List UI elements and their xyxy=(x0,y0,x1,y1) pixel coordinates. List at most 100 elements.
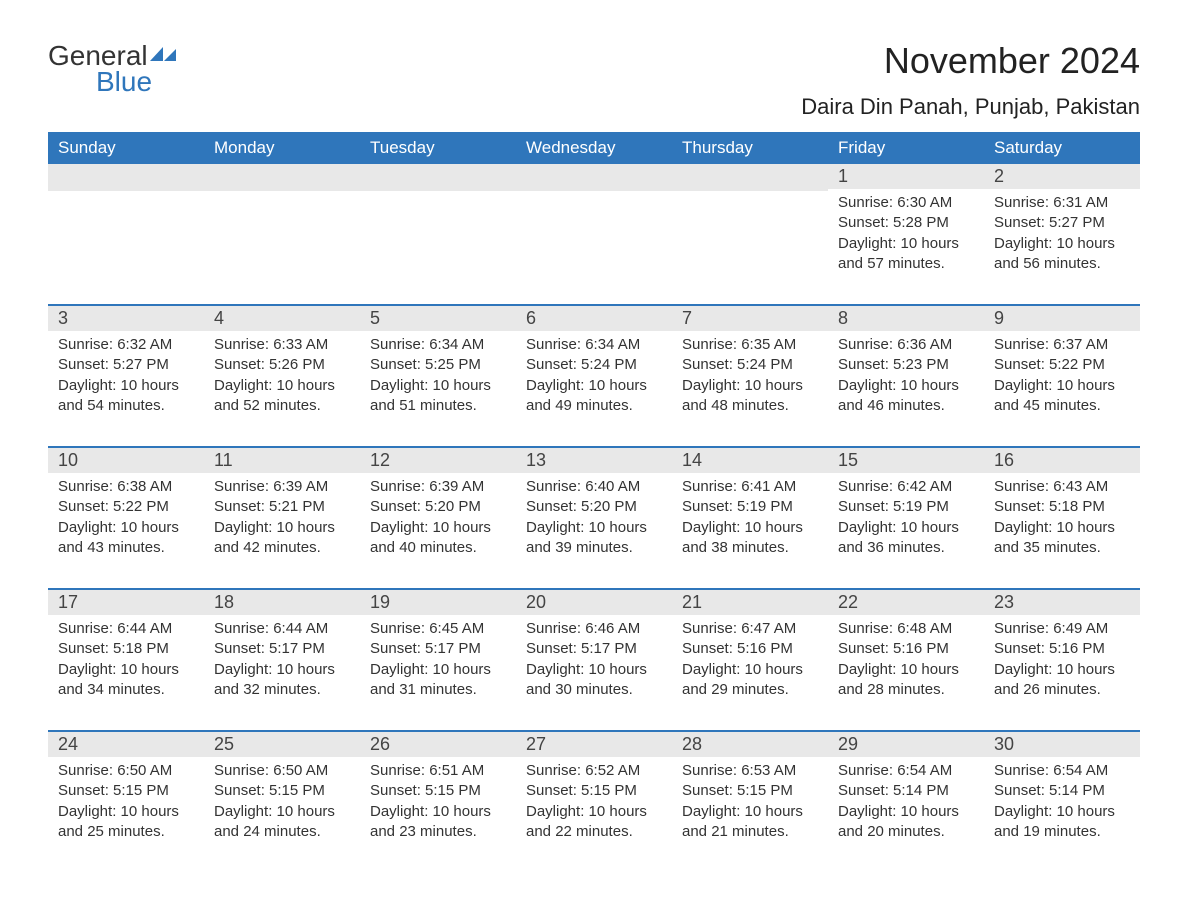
day-cell: 26Sunrise: 6:51 AMSunset: 5:15 PMDayligh… xyxy=(360,730,516,872)
sunrise-line: Sunrise: 6:40 AM xyxy=(526,477,662,497)
day-info: Sunrise: 6:44 AMSunset: 5:18 PMDaylight:… xyxy=(48,615,204,700)
day-number: 30 xyxy=(984,732,1140,757)
day-number: 15 xyxy=(828,448,984,473)
logo: General Blue xyxy=(48,40,176,98)
weekday-header-sunday: Sunday xyxy=(48,132,204,164)
day-info: Sunrise: 6:35 AMSunset: 5:24 PMDaylight:… xyxy=(672,331,828,416)
empty-day xyxy=(48,164,204,191)
day-number: 17 xyxy=(48,590,204,615)
sunrise-line: Sunrise: 6:50 AM xyxy=(214,761,350,781)
sunset-line: Sunset: 5:17 PM xyxy=(214,639,350,659)
logo-text: General Blue xyxy=(48,40,176,98)
sunrise-line: Sunrise: 6:46 AM xyxy=(526,619,662,639)
daylight-line: Daylight: 10 hours and 30 minutes. xyxy=(526,660,662,701)
day-info: Sunrise: 6:34 AMSunset: 5:25 PMDaylight:… xyxy=(360,331,516,416)
day-number: 21 xyxy=(672,590,828,615)
daylight-line: Daylight: 10 hours and 24 minutes. xyxy=(214,802,350,843)
empty-day xyxy=(672,164,828,191)
day-number: 13 xyxy=(516,448,672,473)
day-cell: 2Sunrise: 6:31 AMSunset: 5:27 PMDaylight… xyxy=(984,164,1140,304)
sunrise-line: Sunrise: 6:39 AM xyxy=(214,477,350,497)
sunset-line: Sunset: 5:25 PM xyxy=(370,355,506,375)
day-number: 2 xyxy=(984,164,1140,189)
sunrise-line: Sunrise: 6:31 AM xyxy=(994,193,1130,213)
sunset-line: Sunset: 5:28 PM xyxy=(838,213,974,233)
day-info: Sunrise: 6:38 AMSunset: 5:22 PMDaylight:… xyxy=(48,473,204,558)
sunset-line: Sunset: 5:18 PM xyxy=(994,497,1130,517)
day-number: 10 xyxy=(48,448,204,473)
day-info: Sunrise: 6:41 AMSunset: 5:19 PMDaylight:… xyxy=(672,473,828,558)
sunset-line: Sunset: 5:16 PM xyxy=(838,639,974,659)
sunrise-line: Sunrise: 6:44 AM xyxy=(214,619,350,639)
day-number: 20 xyxy=(516,590,672,615)
day-info: Sunrise: 6:33 AMSunset: 5:26 PMDaylight:… xyxy=(204,331,360,416)
day-number: 18 xyxy=(204,590,360,615)
weekday-header-saturday: Saturday xyxy=(984,132,1140,164)
sunrise-line: Sunrise: 6:35 AM xyxy=(682,335,818,355)
empty-day xyxy=(204,164,360,191)
sunrise-line: Sunrise: 6:33 AM xyxy=(214,335,350,355)
day-number: 11 xyxy=(204,448,360,473)
empty-day xyxy=(360,164,516,191)
day-info: Sunrise: 6:54 AMSunset: 5:14 PMDaylight:… xyxy=(984,757,1140,842)
day-number: 8 xyxy=(828,306,984,331)
sunrise-line: Sunrise: 6:43 AM xyxy=(994,477,1130,497)
daylight-line: Daylight: 10 hours and 29 minutes. xyxy=(682,660,818,701)
week-row: 10Sunrise: 6:38 AMSunset: 5:22 PMDayligh… xyxy=(48,446,1140,588)
daylight-line: Daylight: 10 hours and 38 minutes. xyxy=(682,518,818,559)
daylight-line: Daylight: 10 hours and 52 minutes. xyxy=(214,376,350,417)
header: General Blue November 2024 Daira Din Pan… xyxy=(48,40,1140,120)
day-cell: 5Sunrise: 6:34 AMSunset: 5:25 PMDaylight… xyxy=(360,304,516,446)
day-number: 6 xyxy=(516,306,672,331)
flag-icon xyxy=(150,40,176,72)
empty-day xyxy=(516,164,672,191)
day-info: Sunrise: 6:51 AMSunset: 5:15 PMDaylight:… xyxy=(360,757,516,842)
day-number: 3 xyxy=(48,306,204,331)
day-cell: 13 Sunrise: 6:40 AMSunset: 5:20 PMDayligh… xyxy=(516,446,672,588)
day-cell: 14Sunrise: 6:41 AMSunset: 5:19 PMDayligh… xyxy=(672,446,828,588)
daylight-line: Daylight: 10 hours and 51 minutes. xyxy=(370,376,506,417)
day-cell: 15Sunrise: 6:42 AMSunset: 5:19 PMDayligh… xyxy=(828,446,984,588)
daylight-line: Daylight: 10 hours and 35 minutes. xyxy=(994,518,1130,559)
day-info: Sunrise: 6:50 AMSunset: 5:15 PMDaylight:… xyxy=(48,757,204,842)
daylight-line: Daylight: 10 hours and 26 minutes. xyxy=(994,660,1130,701)
sunrise-line: Sunrise: 6:30 AM xyxy=(838,193,974,213)
day-info: Sunrise: 6:54 AMSunset: 5:14 PMDaylight:… xyxy=(828,757,984,842)
day-number: 27 xyxy=(516,732,672,757)
daylight-line: Daylight: 10 hours and 40 minutes. xyxy=(370,518,506,559)
day-cell: 22Sunrise: 6:48 AMSunset: 5:16 PMDayligh… xyxy=(828,588,984,730)
daylight-line: Daylight: 10 hours and 32 minutes. xyxy=(214,660,350,701)
day-info: Sunrise: 6:37 AMSunset: 5:22 PMDaylight:… xyxy=(984,331,1140,416)
daylight-line: Daylight: 10 hours and 22 minutes. xyxy=(526,802,662,843)
sunset-line: Sunset: 5:17 PM xyxy=(370,639,506,659)
daylight-line: Daylight: 10 hours and 45 minutes. xyxy=(994,376,1130,417)
day-info: Sunrise: 6:42 AMSunset: 5:19 PMDaylight:… xyxy=(828,473,984,558)
sunrise-line: Sunrise: 6:51 AM xyxy=(370,761,506,781)
day-number: 26 xyxy=(360,732,516,757)
sunset-line: Sunset: 5:19 PM xyxy=(838,497,974,517)
day-number: 7 xyxy=(672,306,828,331)
day-number: 25 xyxy=(204,732,360,757)
sunset-line: Sunset: 5:15 PM xyxy=(370,781,506,801)
sunset-line: Sunset: 5:16 PM xyxy=(994,639,1130,659)
day-cell: 6Sunrise: 6:34 AMSunset: 5:24 PMDaylight… xyxy=(516,304,672,446)
daylight-line: Daylight: 10 hours and 28 minutes. xyxy=(838,660,974,701)
daylight-line: Daylight: 10 hours and 36 minutes. xyxy=(838,518,974,559)
day-info: Sunrise: 6:31 AMSunset: 5:27 PMDaylight:… xyxy=(984,189,1140,274)
day-info: Sunrise: 6:45 AMSunset: 5:17 PMDaylight:… xyxy=(360,615,516,700)
day-info: Sunrise: 6:43 AMSunset: 5:18 PMDaylight:… xyxy=(984,473,1140,558)
day-number: 14 xyxy=(672,448,828,473)
sunrise-line: Sunrise: 6:34 AM xyxy=(526,335,662,355)
day-cell: 11Sunrise: 6:39 AMSunset: 5:21 PMDayligh… xyxy=(204,446,360,588)
sunset-line: Sunset: 5:20 PM xyxy=(526,497,662,517)
day-cell: 16Sunrise: 6:43 AMSunset: 5:18 PMDayligh… xyxy=(984,446,1140,588)
day-cell: 27Sunrise: 6:52 AMSunset: 5:15 PMDayligh… xyxy=(516,730,672,872)
sunrise-line: Sunrise: 6:54 AM xyxy=(838,761,974,781)
week-row: 17Sunrise: 6:44 AMSunset: 5:18 PMDayligh… xyxy=(48,588,1140,730)
weekday-header-wednesday: Wednesday xyxy=(516,132,672,164)
sunrise-line: Sunrise: 6:45 AM xyxy=(370,619,506,639)
sunrise-line: Sunrise: 6:54 AM xyxy=(994,761,1130,781)
daylight-line: Daylight: 10 hours and 39 minutes. xyxy=(526,518,662,559)
day-info: Sunrise: 6:39 AMSunset: 5:21 PMDaylight:… xyxy=(204,473,360,558)
sunset-line: Sunset: 5:15 PM xyxy=(526,781,662,801)
